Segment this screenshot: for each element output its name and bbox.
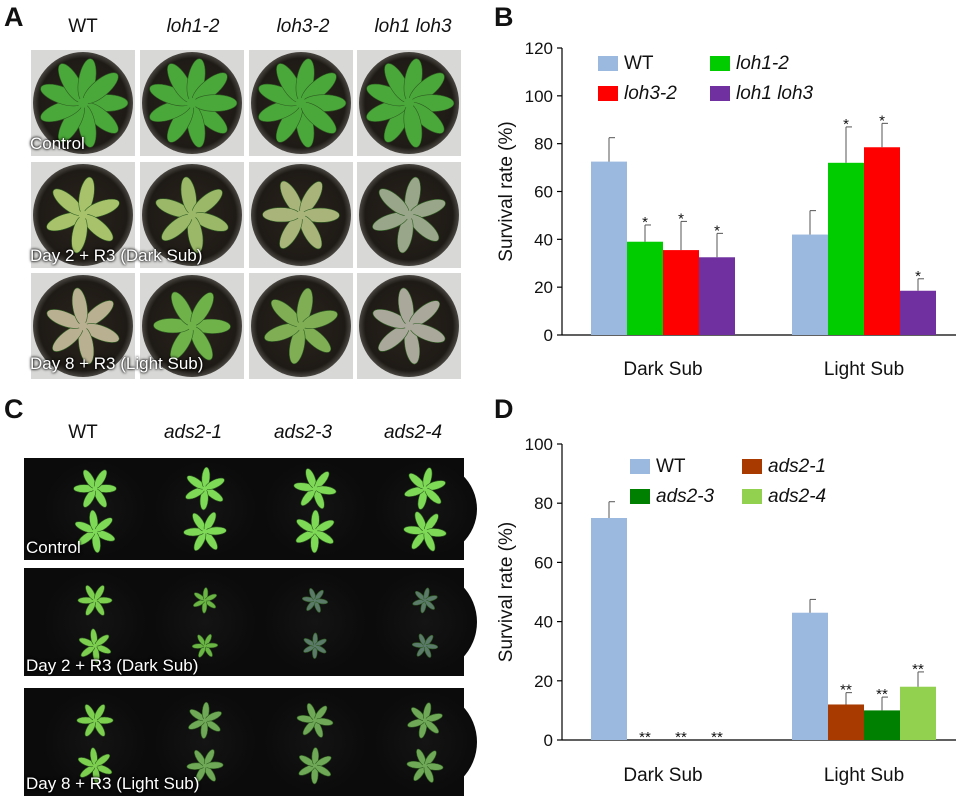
legend-swatch	[630, 489, 650, 504]
significance-mark: **	[840, 682, 852, 699]
bar	[828, 162, 864, 335]
bar	[792, 612, 828, 740]
legend-label: WT	[624, 53, 654, 74]
legend-swatch	[598, 56, 618, 71]
legend-swatch	[710, 56, 730, 71]
y-tick-label: 0	[544, 731, 553, 750]
panel-letter-c: C	[4, 394, 24, 424]
col-header-wt: WT	[68, 422, 98, 443]
bar	[627, 241, 663, 335]
bar	[699, 257, 735, 335]
pot	[43, 570, 147, 674]
x-category-label: Dark Sub	[623, 359, 702, 380]
legend-swatch	[630, 459, 650, 474]
col-header-ads2-1: ads2-1	[163, 422, 223, 443]
bar	[828, 704, 864, 740]
chart-d: 0 20 40 60 80 100 Survival rate (%) Dark Sub Lig…	[496, 435, 956, 786]
col-header-wt: WT	[68, 16, 98, 37]
pot	[373, 460, 477, 558]
pot	[263, 460, 367, 558]
pot	[43, 460, 147, 558]
significance-mark: *	[843, 116, 849, 133]
bar	[591, 518, 627, 740]
legend-label: loh1-2	[736, 53, 789, 74]
legend-label: ads2-3	[656, 486, 715, 507]
y-tick-label: 40	[534, 613, 553, 632]
significance-mark: *	[879, 112, 885, 129]
x-category-label: Dark Sub	[623, 765, 702, 786]
significance-mark: **	[876, 686, 888, 703]
legend-label: loh1 loh3	[736, 83, 814, 104]
col-header-ads2-4: ads2-4	[383, 422, 443, 443]
legend-label: ads2-4	[768, 486, 826, 507]
x-category-label: Light Sub	[824, 765, 904, 786]
row-label-control: Control	[30, 134, 85, 153]
panel-a-photo-grid	[31, 50, 461, 379]
y-tick-label: 20	[534, 672, 553, 691]
y-tick-label: 100	[525, 435, 553, 454]
y-tick-label: 60	[534, 553, 553, 572]
row-label-dark-sub: Day 2 + R3 (Dark Sub)	[26, 656, 199, 675]
legend-swatch	[742, 459, 762, 474]
panel-letter-d: D	[494, 394, 514, 424]
x-category-label: Light Sub	[824, 359, 904, 380]
y-tick-label: 60	[534, 183, 553, 202]
y-tick-label: 120	[525, 39, 553, 58]
pot	[373, 690, 477, 794]
pot	[263, 570, 367, 674]
legend-swatch	[710, 86, 730, 101]
y-tick-label: 0	[544, 326, 553, 345]
y-tick-label: 20	[534, 278, 553, 297]
y-tick-label: 40	[534, 230, 553, 249]
significance-mark: *	[915, 268, 921, 285]
legend-label: ads2-1	[768, 456, 826, 477]
significance-mark: **	[639, 729, 651, 746]
legend-label: loh3-2	[624, 83, 677, 104]
bar	[900, 686, 936, 740]
y-axis-label: Survival rate (%)	[496, 121, 517, 261]
bar	[864, 147, 900, 335]
chart-b: 0 20 40 60 80 100 120 Survival rate (%) Dark Sub…	[496, 39, 956, 380]
panel-letter-a: A	[4, 2, 24, 32]
legend-swatch	[742, 489, 762, 504]
panel-c-photo-grid	[24, 458, 477, 796]
pot	[153, 690, 257, 794]
pot	[153, 570, 257, 674]
legend-label: WT	[656, 456, 686, 477]
y-tick-label: 80	[534, 494, 553, 513]
significance-mark: **	[912, 661, 924, 678]
col-header-ads2-3: ads2-3	[273, 422, 333, 443]
significance-mark: **	[675, 729, 687, 746]
significance-mark: **	[711, 729, 723, 746]
y-tick-label: 100	[525, 87, 553, 106]
pot	[263, 690, 367, 794]
row-label-dark-sub: Day 2 + R3 (Dark Sub)	[30, 246, 203, 265]
bar	[792, 234, 828, 335]
pot	[373, 570, 477, 674]
y-tick-label: 80	[534, 135, 553, 154]
row-label-light-sub: Day 8 + R3 (Light Sub)	[30, 354, 204, 373]
row-label-light-sub: Day 8 + R3 (Light Sub)	[26, 774, 200, 793]
pot	[43, 690, 147, 794]
col-header-loh1-2: loh1-2	[166, 16, 220, 37]
significance-mark: *	[678, 210, 684, 227]
significance-mark: *	[642, 214, 648, 231]
col-header-loh1-loh3: loh1 loh3	[374, 16, 452, 37]
significance-mark: *	[714, 222, 720, 239]
panel-letter-b: B	[494, 2, 514, 32]
row-label-control: Control	[26, 538, 81, 557]
y-axis-label: Survival rate (%)	[496, 522, 517, 662]
legend-swatch	[598, 86, 618, 101]
col-header-loh3-2: loh3-2	[276, 16, 330, 37]
bar	[663, 250, 699, 335]
bar	[591, 161, 627, 335]
bar	[864, 710, 900, 740]
bar	[900, 290, 936, 335]
